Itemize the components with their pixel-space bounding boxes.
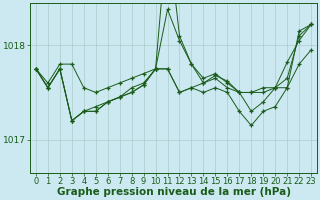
X-axis label: Graphe pression niveau de la mer (hPa): Graphe pression niveau de la mer (hPa) bbox=[57, 187, 291, 197]
